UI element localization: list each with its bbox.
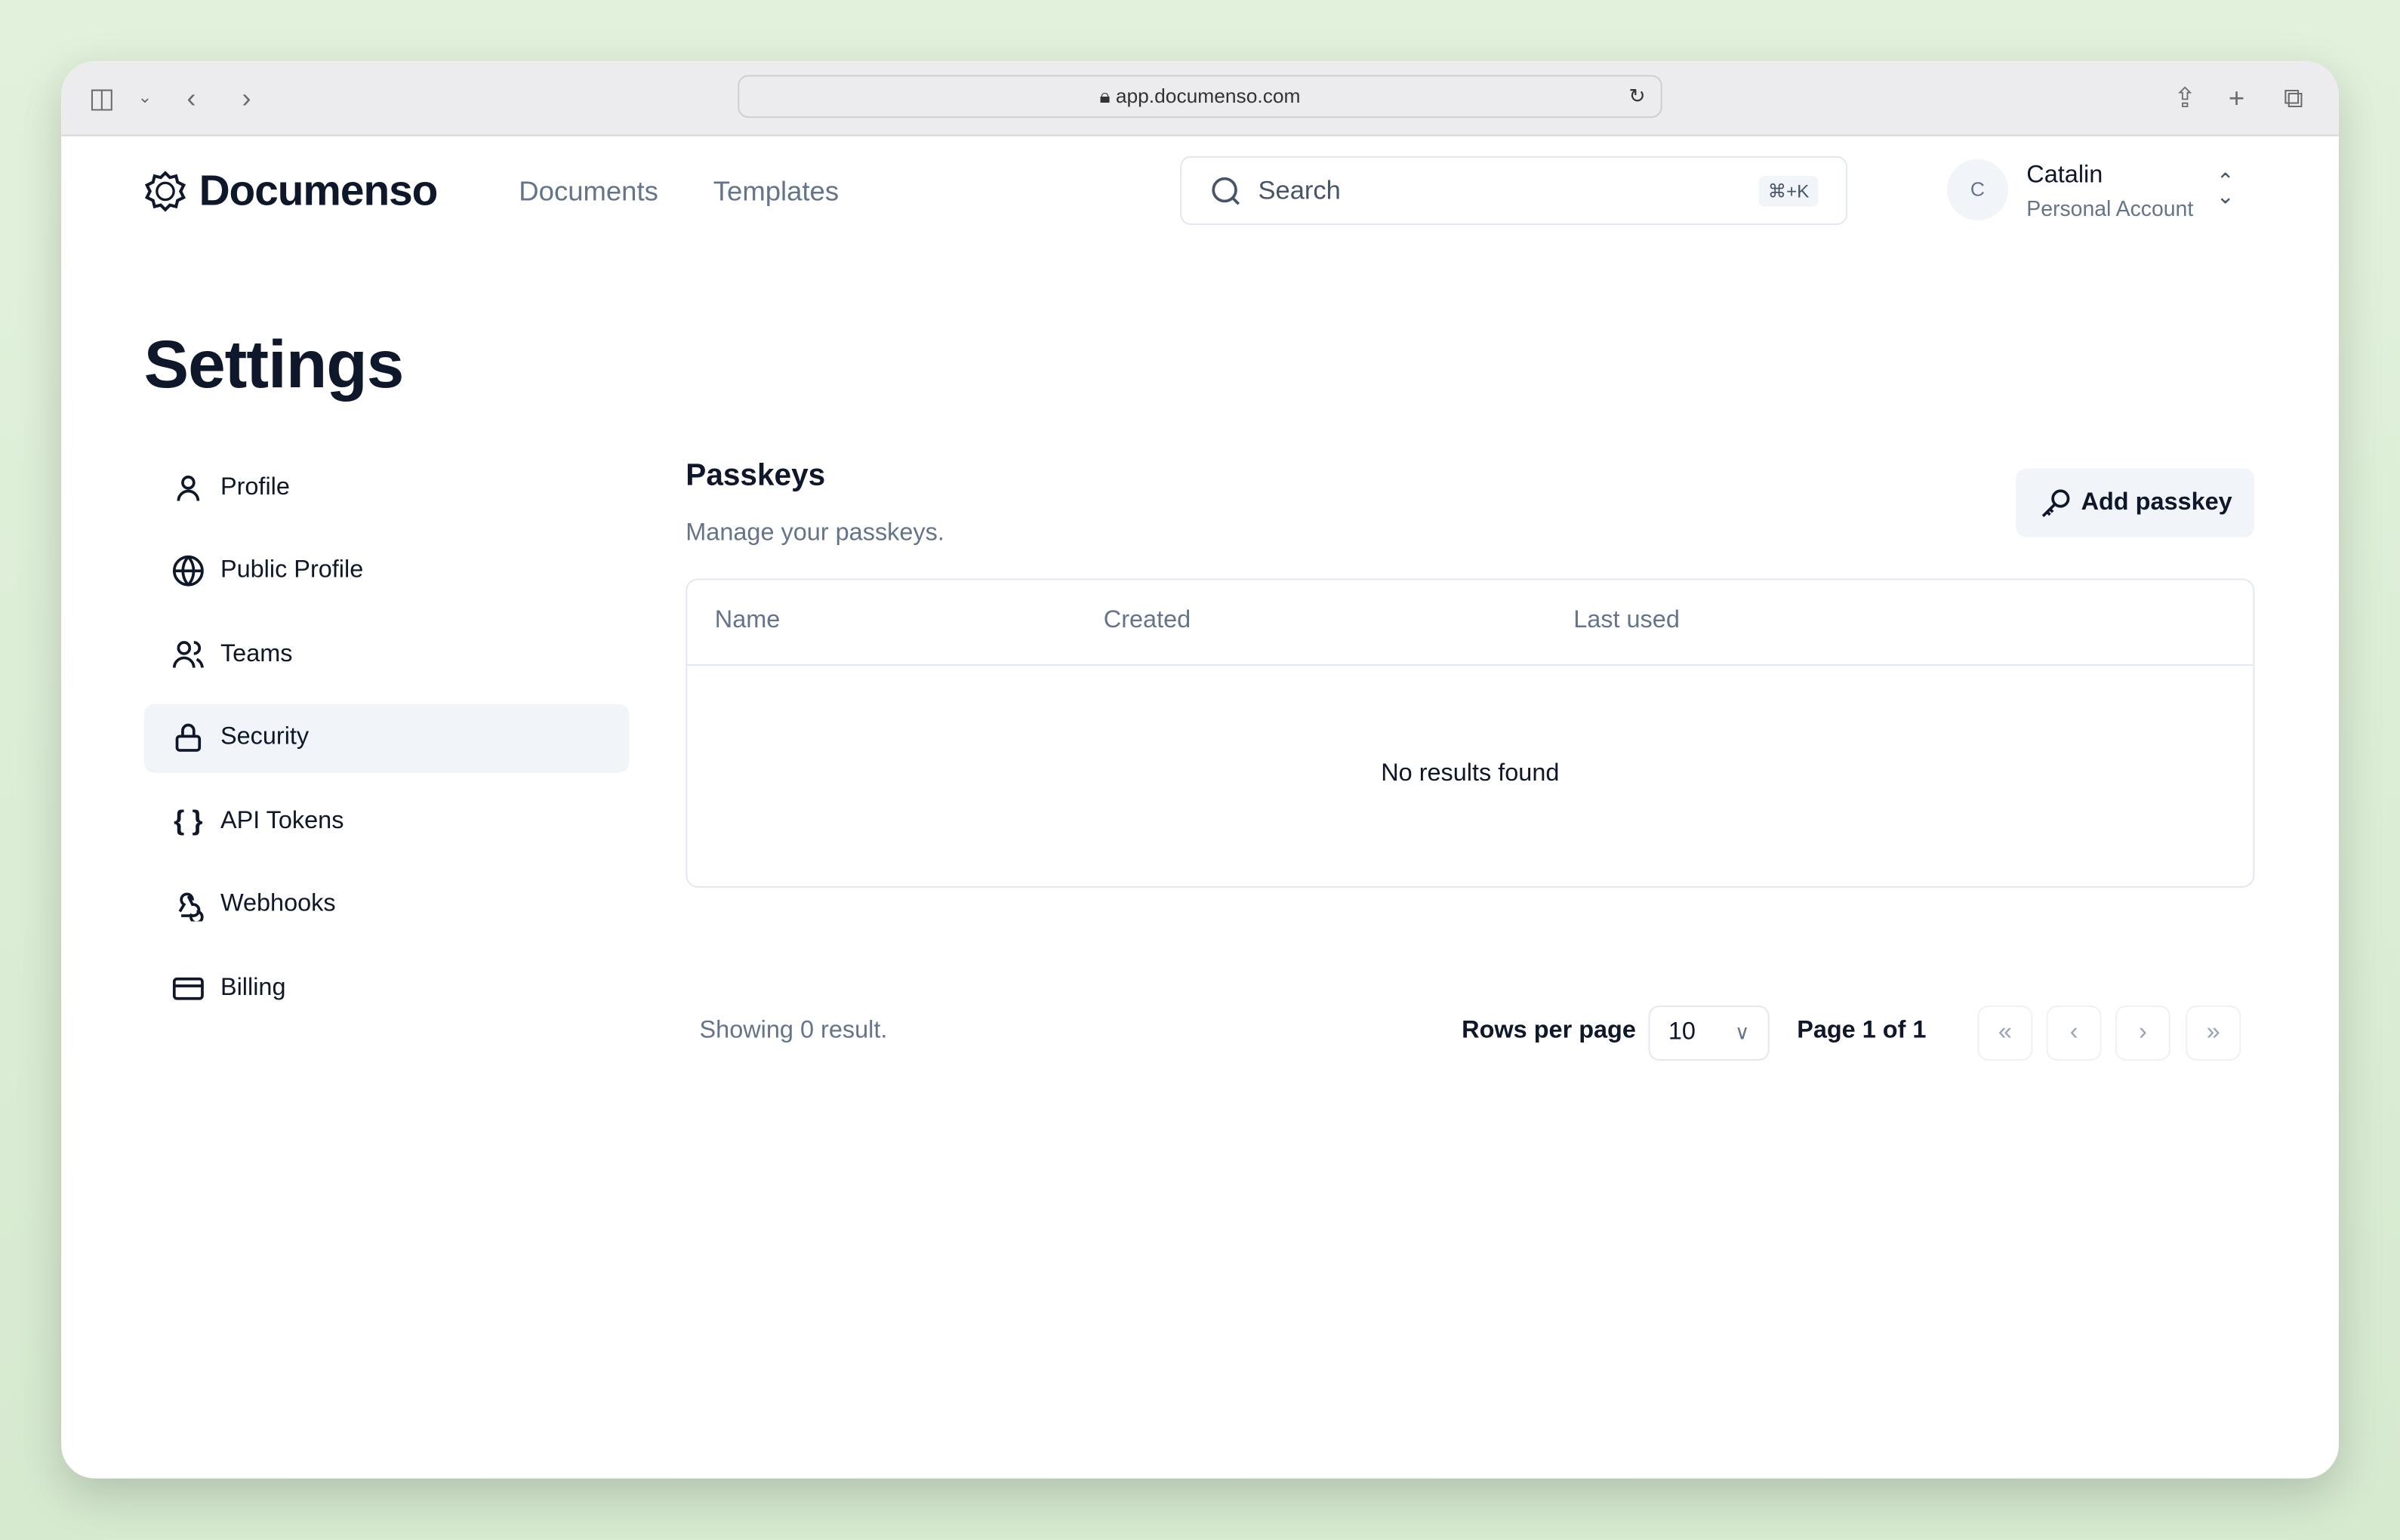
add-passkey-button[interactable]: Add passkey [2016, 468, 2255, 537]
sidebar-item-public-profile[interactable]: Public Profile [144, 537, 630, 605]
column-header-last-used: Last used [1573, 607, 1680, 634]
globe-icon [172, 555, 204, 587]
result-count: Showing 0 result. [699, 1018, 888, 1044]
share-icon[interactable]: ⇪ [2173, 82, 2197, 114]
search-input[interactable]: Search ⌘+K [1180, 156, 1848, 226]
chevron-down-icon: ∨ [1735, 1021, 1750, 1044]
column-header-name: Name [714, 607, 781, 634]
back-icon[interactable]: ‹ [186, 82, 196, 114]
logo-icon [144, 171, 186, 212]
settings-sidebar: Profile Public Profile Teams Security { … [143, 453, 630, 1036]
tabs-overview-icon[interactable]: ⧉ [2283, 82, 2303, 114]
sidebar-item-billing[interactable]: Billing [144, 953, 630, 1022]
passkeys-table: Name Created Last used No results found [685, 578, 2255, 888]
lock-icon: 🔒︎ [1099, 84, 1116, 107]
key-icon [2041, 488, 2069, 517]
rows-per-page-label: Rows per page [1462, 1018, 1636, 1044]
search-icon [1212, 176, 1240, 205]
app-page: Documenso Documents Templates Search ⌘+K… [61, 136, 2339, 1478]
lock-icon [175, 723, 202, 752]
sidebar-item-security[interactable]: Security [143, 703, 630, 772]
chevrons-up-down-icon[interactable]: ⌃ ⌄ [2216, 168, 2235, 208]
sidebar-item-profile[interactable]: Profile [144, 453, 630, 522]
previous-page-button[interactable]: ‹ [2046, 1006, 2102, 1061]
address-bar[interactable]: 🔒︎ app.documenso.com ↻ [738, 75, 1662, 119]
page-title: Settings [143, 327, 405, 403]
braces-icon: { } [174, 805, 203, 836]
user-name[interactable]: Catalin [2026, 162, 2103, 189]
users-icon [172, 640, 204, 667]
sidebar-item-api-tokens[interactable]: { } API Tokens [144, 787, 630, 855]
first-page-button[interactable]: « [1977, 1006, 2033, 1061]
webhook-icon [178, 892, 204, 922]
page-info: Page 1 of 1 [1797, 1018, 1927, 1044]
new-tab-icon[interactable]: + [2228, 82, 2245, 114]
sidebar-item-teams[interactable]: Teams [144, 620, 630, 688]
user-icon [177, 475, 200, 500]
logo[interactable]: Documenso [144, 167, 438, 216]
nav-documents[interactable]: Documents [519, 176, 658, 207]
shortcut-badge: ⌘+K [1758, 175, 1819, 206]
browser-toolbar: ◫ ⌄ ‹ › 🔒︎ app.documenso.com ↻ ⇪ + ⧉ [61, 61, 2339, 137]
rows-per-page-select[interactable]: 10 ∨ [1648, 1006, 1770, 1061]
column-header-created: Created [1103, 607, 1191, 634]
sidebar-toggle-icon[interactable]: ◫ [88, 82, 116, 114]
account-type[interactable]: Personal Account [2026, 196, 2194, 220]
forward-icon[interactable]: › [242, 82, 251, 114]
divider [687, 664, 2254, 666]
reload-icon[interactable]: ↻ [1628, 84, 1646, 107]
avatar[interactable]: C [1946, 159, 2008, 220]
section-title: Passkeys [685, 459, 826, 493]
sidebar-item-webhooks[interactable]: Webhooks [144, 870, 630, 939]
browser-window: ◫ ⌄ ‹ › 🔒︎ app.documenso.com ↻ ⇪ + ⧉ Docu… [61, 61, 2339, 1479]
section-subtitle: Manage your passkeys. [685, 520, 944, 547]
next-page-button[interactable]: › [2115, 1006, 2170, 1061]
last-page-button[interactable]: » [2186, 1006, 2241, 1061]
chevron-down-icon[interactable]: ⌄ [137, 88, 153, 107]
nav-templates[interactable]: Templates [713, 176, 840, 207]
credit-card-icon [172, 976, 204, 999]
empty-state: No results found [1381, 760, 1560, 787]
